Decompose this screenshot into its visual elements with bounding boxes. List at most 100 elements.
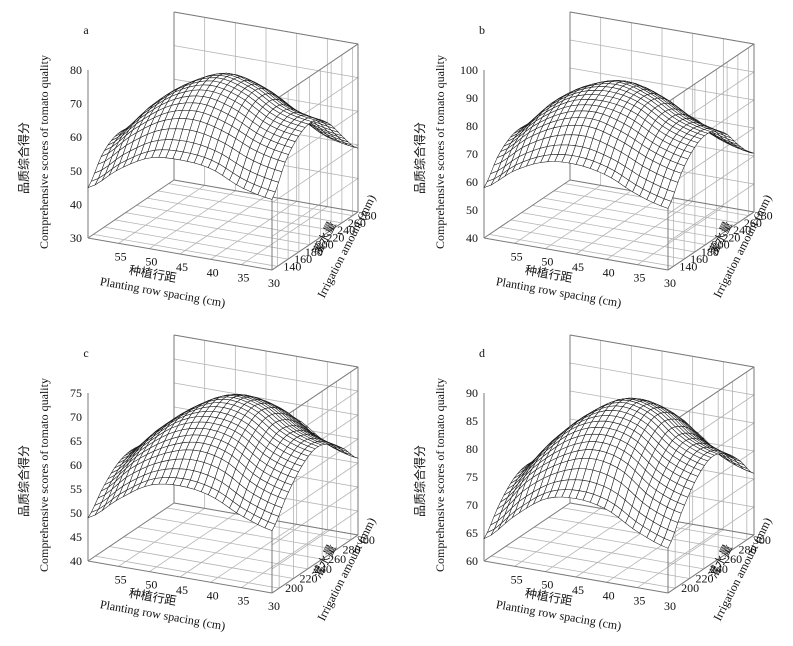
x-tick-label: 55 <box>511 249 523 263</box>
floor-gridline <box>510 219 695 253</box>
floor-gridline <box>168 183 353 217</box>
z-tick-label: 40 <box>466 231 478 245</box>
panel-label: a <box>83 23 89 37</box>
y-tick-label: 300 <box>357 533 375 547</box>
z-tick-label: 75 <box>70 386 82 400</box>
floor-gridline <box>210 524 297 583</box>
z-tick-label: 30 <box>70 231 82 245</box>
z-tick-label: 60 <box>466 554 478 568</box>
floor-gridline <box>514 185 601 244</box>
floor-gridline <box>179 195 267 255</box>
z-tick-label: 70 <box>466 147 478 161</box>
z-tick-label: 50 <box>466 203 478 217</box>
surface-mesh <box>87 394 359 531</box>
box-edge <box>483 502 571 562</box>
z-tick-label: 90 <box>466 386 478 400</box>
y-tick-label: 280 <box>739 543 757 557</box>
z-tick-label: 45 <box>70 530 82 544</box>
x-tick-label: 50 <box>145 255 157 269</box>
z-tick-label: 70 <box>70 97 82 111</box>
x-tick-label: 45 <box>176 260 188 274</box>
z-tick-label: 40 <box>70 554 82 568</box>
y-tick-label: 280 <box>359 209 377 223</box>
floor-gridline <box>149 190 236 249</box>
box-edge <box>87 502 175 562</box>
z-axis-label-cn: 品质综合得分 <box>16 445 31 517</box>
floor-gridline <box>93 233 278 267</box>
y-tick-label: 200 <box>316 238 334 252</box>
z-tick-label: 50 <box>70 506 82 520</box>
box-edge <box>667 534 755 594</box>
box-edge <box>173 334 359 368</box>
x-tick-label: 30 <box>664 276 676 290</box>
z-tick-label: 60 <box>70 458 82 472</box>
panel-label: c <box>83 346 88 360</box>
x-tick-label: 45 <box>572 260 584 274</box>
x-tick-label: 40 <box>207 265 219 279</box>
box-edge <box>483 237 669 271</box>
floor-gridline <box>104 226 289 260</box>
x-tick-label: 50 <box>145 578 157 592</box>
z-axis-label: Comprehensive scores of tomato quality <box>433 378 447 572</box>
z-axis-label: Comprehensive scores of tomato quality <box>37 378 51 572</box>
y-tick-label: 260 <box>724 552 742 566</box>
x-tick-label: 50 <box>541 578 553 592</box>
floor-gridline <box>152 517 337 550</box>
floor-gridline <box>123 536 308 570</box>
box-edge <box>483 179 571 239</box>
floor-gridline <box>637 206 724 265</box>
y-tick-label: 220 <box>326 230 344 244</box>
floor-gridline <box>114 219 299 253</box>
box-edge <box>569 11 755 45</box>
floor-gridline <box>575 195 663 255</box>
surface-mesh <box>87 72 359 200</box>
z-tick-label: 80 <box>466 119 478 133</box>
y-tick-label: 180 <box>701 245 719 259</box>
y-tick-label: 140 <box>679 259 697 273</box>
x-tick-label: 35 <box>633 271 645 285</box>
surface-facet <box>660 198 672 209</box>
floor-gridline <box>109 546 294 579</box>
z-axis-label: Comprehensive scores of tomato quality <box>37 55 51 249</box>
floor-gridline <box>553 190 738 224</box>
box-edge <box>667 211 755 271</box>
z-tick-label: 75 <box>466 470 478 484</box>
floor-gridline <box>514 508 601 567</box>
box-edge <box>667 43 755 103</box>
box-edge <box>87 560 273 594</box>
y-tick-label: 160 <box>690 252 708 266</box>
y-tick-label: 180 <box>305 245 323 259</box>
x-tick-label: 30 <box>268 599 280 613</box>
x-tick-label: 35 <box>633 594 645 608</box>
x-tick-label: 40 <box>603 265 615 279</box>
z-tick-label: 85 <box>466 414 478 428</box>
floor-gridline <box>149 513 236 572</box>
surface-mesh <box>483 397 755 549</box>
z-axis-label: Comprehensive scores of tomato quality <box>433 55 447 249</box>
panel-label: b <box>479 23 485 37</box>
x-tick-label: 30 <box>268 276 280 290</box>
chart-panel-b: 40 50 60 70 80 90 100 55 50 45 40 35 30 140 160 180 200 2… <box>396 0 792 323</box>
panel-label: d <box>479 346 485 360</box>
box-edge <box>173 11 359 45</box>
floor-gridline <box>534 526 719 560</box>
y-tick-label: 140 <box>283 259 301 273</box>
floor-gridline <box>157 190 342 224</box>
y-tick-label: 300 <box>753 533 771 547</box>
floor-gridline <box>545 513 632 572</box>
z-tick-label: 70 <box>70 410 82 424</box>
floor-gridline <box>505 546 690 579</box>
y-tick-label: 240 <box>314 562 332 576</box>
floor-gridline <box>491 555 676 589</box>
box-edge <box>271 43 359 103</box>
z-axis-label-cn: 品质综合得分 <box>412 445 427 517</box>
floor-gridline <box>489 233 674 267</box>
tick-labels: 40 45 50 55 60 65 70 75 55 50 45 40 35 30 200220240260… <box>70 386 375 613</box>
y-tick-label: 200 <box>285 581 303 595</box>
z-tick-label: 90 <box>466 91 478 105</box>
surface-chart-d: 60 65 70 75 80 85 90 55 50 45 40 35 30 20022024026028… <box>412 334 775 633</box>
surface-facet <box>660 538 672 549</box>
tick-labels: 60 65 70 75 80 85 90 55 50 45 40 35 30 20022024026028… <box>466 386 771 613</box>
